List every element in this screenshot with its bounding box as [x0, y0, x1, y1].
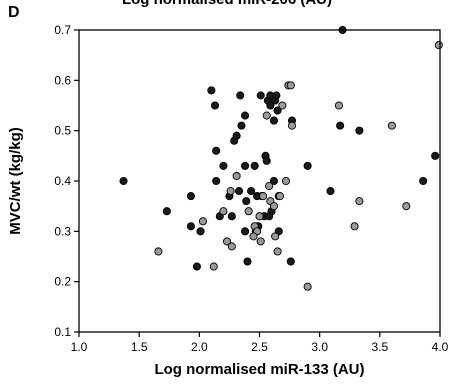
y-tick-label: 0.7 [54, 23, 71, 37]
data-point-grey [209, 262, 218, 271]
data-point-dark [207, 86, 216, 95]
top-axis-title: Log normalised miR-206 (AU) [0, 0, 454, 8]
data-point-dark [237, 121, 246, 130]
data-point-dark [269, 176, 278, 186]
data-point-dark [232, 131, 241, 140]
data-point-dark [269, 116, 278, 125]
data-point-dark [162, 207, 171, 216]
y-tick-label: 0.3 [54, 224, 71, 238]
y-tick-label: 0.5 [54, 124, 71, 138]
data-point-grey [275, 192, 285, 201]
y-axis-label: MVC/wt (kg/kg) [7, 127, 24, 235]
data-point-grey [286, 81, 295, 90]
data-point-dark [186, 222, 195, 231]
data-point-grey [387, 121, 396, 130]
data-point-dark [212, 146, 221, 155]
data-point-dark [336, 121, 345, 130]
data-point-grey [227, 242, 236, 251]
y-tick-label: 0.2 [54, 275, 71, 289]
data-point-grey [198, 217, 207, 226]
data-point-grey [271, 232, 280, 241]
data-point-grey [232, 171, 241, 181]
data-point-grey [273, 247, 282, 256]
data-point-dark [266, 101, 275, 110]
data-point-grey [434, 41, 443, 50]
x-tick-label: 2.0 [191, 340, 208, 354]
x-axis-ticks: 1.0 1.5 2.0 2.5 3.0 3.5 4.0 [71, 332, 449, 354]
data-point-dark [256, 91, 265, 100]
data-point-dark [242, 197, 251, 206]
data-point-dark [286, 257, 295, 266]
data-point-dark [236, 91, 245, 100]
plot-frame [78, 29, 441, 333]
data-point-dark [196, 227, 205, 236]
x-tick-label: 3.0 [311, 340, 328, 354]
data-point-grey [226, 187, 235, 196]
data-point-dark [227, 212, 236, 221]
data-point-dark [250, 161, 259, 170]
points-layer [119, 25, 443, 291]
data-point-dark [419, 176, 428, 186]
data-point-dark [262, 156, 271, 165]
data-point-grey [255, 212, 264, 221]
data-point-dark [431, 151, 440, 160]
y-tick-label: 0.4 [54, 174, 71, 188]
data-point-grey [262, 111, 271, 120]
data-point-dark [303, 161, 312, 170]
data-point-grey [265, 181, 274, 191]
data-point-dark [273, 106, 282, 115]
x-tick-label: 4.0 [432, 340, 449, 354]
data-point-grey [350, 222, 359, 231]
data-point-grey [287, 121, 297, 130]
data-point-dark [272, 91, 281, 100]
data-point-dark [212, 176, 221, 186]
x-tick-label: 3.5 [371, 340, 388, 354]
data-point-grey [154, 247, 163, 256]
data-point-grey [303, 282, 312, 291]
y-tick-label: 0.6 [54, 73, 71, 87]
data-point-dark [247, 187, 256, 196]
data-point-grey [244, 207, 253, 216]
data-point-dark [119, 176, 128, 186]
data-point-grey [334, 101, 343, 110]
data-point-dark [186, 192, 195, 201]
data-point-grey [278, 101, 287, 110]
x-tick-label: 1.5 [131, 340, 148, 354]
data-point-grey [281, 176, 291, 186]
data-point-grey [259, 192, 268, 201]
data-point-grey [249, 232, 258, 241]
data-point-grey [355, 197, 364, 206]
data-point-dark [243, 257, 252, 266]
data-point-grey [219, 207, 228, 216]
data-point-grey [256, 237, 265, 246]
x-tick-label: 2.5 [251, 340, 268, 354]
data-point-dark [219, 161, 228, 170]
data-point-dark [241, 227, 250, 236]
y-axis-ticks: 0.1 0.2 0.3 0.4 0.5 0.6 0.7 [54, 23, 79, 339]
data-point-dark [326, 187, 335, 196]
data-point-dark [192, 262, 201, 271]
data-point-grey [222, 237, 232, 246]
y-tick-label: 0.1 [54, 325, 71, 339]
data-point-dark [355, 126, 364, 135]
x-tick-label: 1.0 [71, 340, 88, 354]
data-point-grey [269, 202, 278, 211]
data-point-dark [241, 161, 250, 170]
panel-letter: D [8, 4, 20, 21]
x-axis-label: Log normalised miR-133 (AU) [154, 361, 364, 378]
data-point-dark [241, 111, 250, 120]
data-point-dark [234, 187, 244, 196]
data-point-grey [402, 202, 411, 211]
data-point-dark [210, 101, 220, 110]
